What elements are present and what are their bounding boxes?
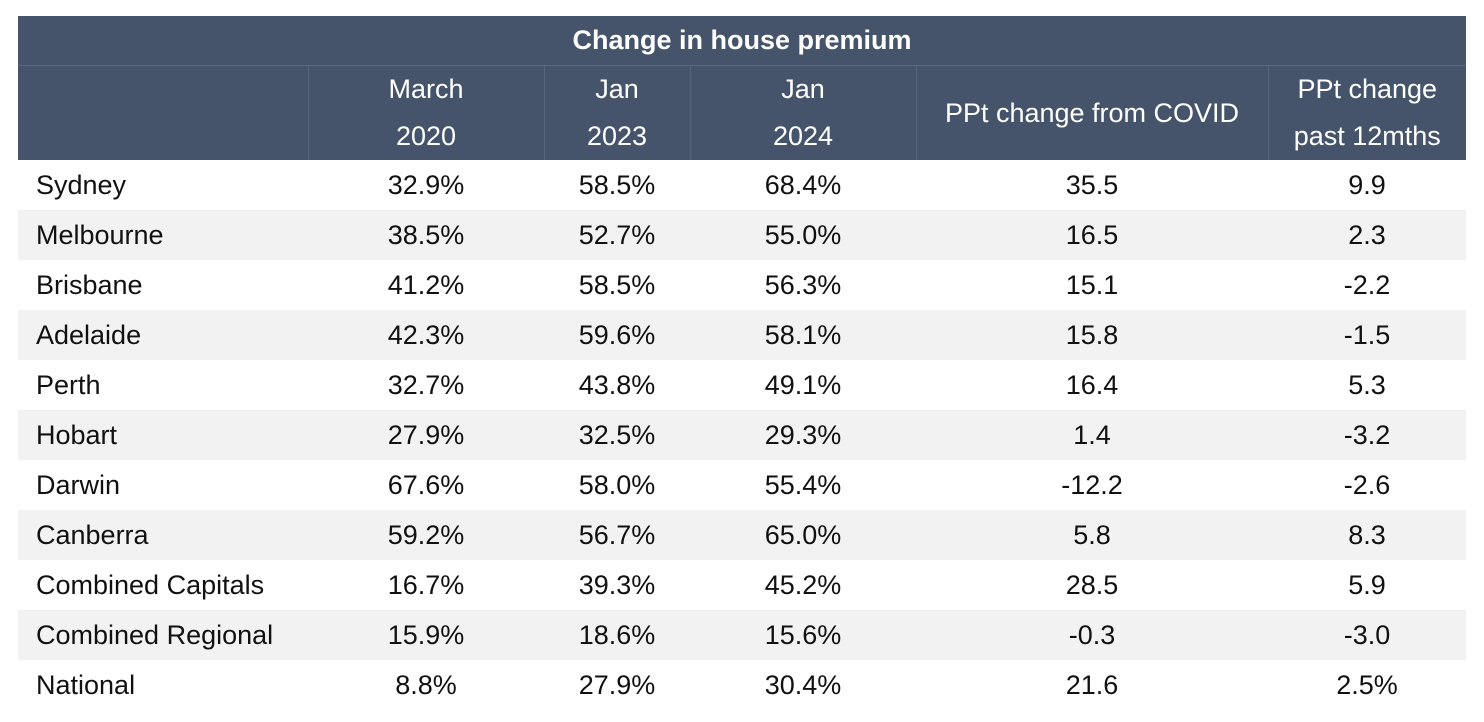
ppt-12mths-cell: 8.3: [1268, 510, 1467, 560]
table-row: Combined Regional 15.9% 18.6% 15.6% -0.3 -3.0: [18, 610, 1467, 660]
table-title: Change in house premium: [18, 16, 1467, 66]
column-header-line: March: [388, 74, 464, 104]
region-column-header: [18, 65, 308, 160]
region-cell: Combined Regional: [18, 610, 308, 660]
ppt-covid-cell: 1.4: [916, 410, 1268, 460]
ppt-12mths-cell: -1.5: [1268, 310, 1467, 360]
ppt-covid-cell: 15.1: [1065, 269, 1119, 300]
region-cell: Combined Capitals: [36, 569, 265, 600]
table-body: Sydney 32.9% 58.5% 68.4% 35.5 9.9 Melbourne 38.…: [18, 160, 1467, 710]
ppt-covid-cell: 16.4: [1065, 369, 1119, 400]
jan-2023-cell: 39.3%: [578, 569, 656, 600]
column-header-line: 2020: [395, 121, 457, 151]
ppt-covid-cell: -0.3: [916, 610, 1268, 660]
jan-2023-cell: 56.7%: [544, 510, 690, 560]
ppt-covid-cell: 15.8: [916, 310, 1268, 360]
jan-2023-cell: 59.6%: [544, 310, 690, 360]
jan-2024-cell: 49.1%: [764, 369, 842, 400]
ppt-12mths-cell: -3.2: [1268, 410, 1467, 460]
table-row: Melbourne 38.5% 52.7% 55.0% 16.5 2.3: [18, 210, 1467, 260]
jan-2023-cell: 58.0%: [578, 469, 656, 500]
jan-2023-cell: 58.5%: [578, 169, 656, 200]
march-2020-cell: 41.2%: [387, 269, 465, 300]
ppt-12mths-cell: -2.2: [1343, 269, 1391, 300]
jan-2024-cell: 56.3%: [764, 269, 842, 300]
ppt-covid-cell: 5.8: [916, 510, 1268, 560]
table-row: Adelaide 42.3% 59.6% 58.1% 15.8 -1.5: [18, 310, 1467, 360]
region-cell: Darwin: [36, 469, 121, 500]
column-header-row: March 2020 Jan 2023 Jan 2024 PPt change from C…: [18, 65, 1467, 160]
jan-2023-cell: 52.7%: [544, 210, 690, 260]
ppt-12mths-cell: 2.5%: [1336, 669, 1398, 700]
table-row: Canberra 59.2% 56.7% 65.0% 5.8 8.3: [18, 510, 1467, 560]
ppt-12mths-cell: -2.6: [1343, 469, 1391, 500]
jan-2024-cell: 68.4%: [764, 169, 842, 200]
march-2020-cell: 59.2%: [308, 510, 544, 560]
table-title-row: Change in house premium: [18, 16, 1467, 66]
region-cell: Adelaide: [18, 310, 308, 360]
jan-2023-column-header: Jan 2023: [543, 65, 690, 160]
column-header-line: PPt change from COVID: [944, 98, 1240, 128]
march-2020-cell: 42.3%: [308, 310, 544, 360]
jan-2024-cell: 29.3%: [690, 410, 916, 460]
jan-2024-cell: 30.4%: [764, 669, 842, 700]
jan-2024-cell: 55.4%: [764, 469, 842, 500]
march-2020-cell: 32.9%: [387, 169, 465, 200]
region-cell: Perth: [36, 369, 101, 400]
ppt-change-covid-column-header: PPt change from COVID: [915, 65, 1268, 160]
march-2020-cell: 38.5%: [308, 210, 544, 260]
march-2020-cell: 32.7%: [387, 369, 465, 400]
jan-2023-cell: 18.6%: [544, 610, 690, 660]
ppt-covid-cell: 21.6: [1065, 669, 1119, 700]
column-header-line: 2023: [586, 121, 648, 151]
ppt-covid-cell: 35.5: [1065, 169, 1119, 200]
ppt-covid-cell: -12.2: [1061, 469, 1123, 500]
table-row: Brisbane 41.2% 58.5% 56.3% 15.1 -2.2: [18, 260, 1466, 310]
march-2020-cell: 67.6%: [387, 469, 465, 500]
region-cell: Hobart: [18, 410, 308, 460]
region-cell: Brisbane: [36, 269, 143, 300]
jan-2024-cell: 45.2%: [764, 569, 842, 600]
table-row: Sydney 32.9% 58.5% 68.4% 35.5 9.9: [18, 160, 1466, 210]
ppt-12mths-cell: -3.0: [1268, 610, 1467, 660]
jan-2024-cell: 55.0%: [690, 210, 916, 260]
table-row: National 8.8% 27.9% 30.4% 21.6 2.5%: [18, 660, 1466, 710]
table-row: Combined Capitals 16.7% 39.3% 45.2% 28.5 5.9: [18, 560, 1466, 610]
march-2020-cell: 15.9%: [308, 610, 544, 660]
march-2020-cell: 8.8%: [395, 669, 457, 700]
ppt-covid-cell: 28.5: [1065, 569, 1119, 600]
jan-2024-column-header: Jan 2024: [689, 65, 916, 160]
region-cell: Melbourne: [18, 210, 308, 260]
table-row: Darwin 67.6% 58.0% 55.4% -12.2 -2.6: [18, 460, 1466, 510]
ppt-12mths-cell: 5.9: [1348, 569, 1386, 600]
ppt-change-12mths-column-header: PPt change past 12mths: [1267, 65, 1467, 160]
column-header-line: 2024: [772, 121, 834, 151]
jan-2023-cell: 27.9%: [578, 669, 656, 700]
region-cell: Canberra: [18, 510, 308, 560]
jan-2024-cell: 65.0%: [690, 510, 916, 560]
column-header-line: past 12mths: [1293, 121, 1441, 151]
ppt-12mths-cell: 5.3: [1348, 369, 1386, 400]
march-2020-cell: 16.7%: [387, 569, 465, 600]
jan-2023-cell: 43.8%: [578, 369, 656, 400]
table-row: Perth 32.7% 43.8% 49.1% 16.4 5.3: [18, 360, 1466, 410]
column-header-line: PPt change: [1297, 74, 1438, 104]
region-cell: Sydney: [36, 169, 127, 200]
jan-2024-cell: 15.6%: [690, 610, 916, 660]
column-header-line: Jan: [781, 74, 825, 104]
jan-2024-cell: 58.1%: [690, 310, 916, 360]
march-2020-column-header: March 2020: [307, 65, 544, 160]
house-premium-table: Change in house premium March 2020 Jan 2023…: [18, 16, 1467, 710]
ppt-12mths-cell: 9.9: [1348, 169, 1386, 200]
table-row: Hobart 27.9% 32.5% 29.3% 1.4 -3.2: [18, 410, 1467, 460]
ppt-12mths-cell: 2.3: [1268, 210, 1467, 260]
march-2020-cell: 27.9%: [308, 410, 544, 460]
column-header-line: Jan: [595, 74, 639, 104]
jan-2023-cell: 32.5%: [544, 410, 690, 460]
ppt-covid-cell: 16.5: [916, 210, 1268, 260]
region-cell: National: [36, 669, 136, 700]
jan-2023-cell: 58.5%: [578, 269, 656, 300]
